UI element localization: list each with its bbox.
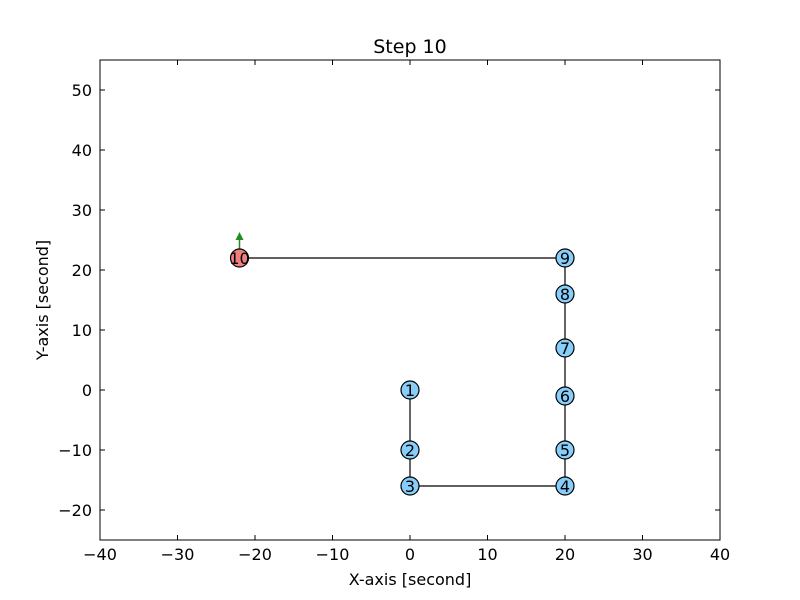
node-marker <box>555 338 575 358</box>
node-marker <box>555 440 575 460</box>
plot-frame <box>99 59 721 541</box>
node-marker <box>555 386 575 406</box>
x-tick-label: −40 <box>83 545 117 564</box>
path-line <box>239 257 566 487</box>
x-tick-label: 10 <box>477 545 497 564</box>
x-tick-label: −20 <box>238 545 272 564</box>
node-label: 5 <box>560 441 570 460</box>
x-tick-label: 30 <box>632 545 652 564</box>
node-label: 7 <box>560 339 570 358</box>
node-label: 10 <box>229 249 249 268</box>
node-9: 9 <box>555 248 575 268</box>
node-8: 8 <box>555 284 575 304</box>
node-marker <box>400 440 420 460</box>
axis-ticks: −40 −30 −20 −10 0 10 20 30 40 −20 −10 0 10 20 30 40 50 <box>58 60 730 564</box>
y-tick-label: 50 <box>72 81 92 100</box>
x-tick-label: −10 <box>316 545 350 564</box>
node-1: 1 <box>400 380 420 400</box>
x-tick-label: −30 <box>161 545 195 564</box>
node-label: 4 <box>560 477 570 496</box>
y-tick-label: −20 <box>58 501 92 520</box>
node-label: 2 <box>405 441 415 460</box>
node-marker <box>555 284 575 304</box>
y-tick-label: 30 <box>72 201 92 220</box>
node-10: 10 <box>229 248 250 268</box>
trajectory-path <box>239 257 566 487</box>
node-label: 3 <box>405 477 415 496</box>
node-marker <box>229 248 250 268</box>
node-label: 1 <box>405 381 415 400</box>
node-label: 8 <box>560 285 570 304</box>
x-axis-label: X-axis [second] <box>349 570 472 589</box>
y-axis-label: Y-axis [second] <box>33 240 52 361</box>
trajectory-nodes: 1 2 3 4 5 6 7 8 9 10 <box>229 248 575 496</box>
node-marker <box>555 248 575 268</box>
y-tick-label: 0 <box>82 381 92 400</box>
node-6: 6 <box>555 386 575 406</box>
node-3: 3 <box>400 476 420 496</box>
y-tick-label: 40 <box>72 141 92 160</box>
chart-title: Step 10 <box>373 36 446 58</box>
node-marker <box>400 380 420 400</box>
node-5: 5 <box>555 440 575 460</box>
node-marker <box>400 476 420 496</box>
y-tick-label: −10 <box>58 441 92 460</box>
node-4: 4 <box>555 476 575 496</box>
node-2: 2 <box>400 440 420 460</box>
x-tick-label: 20 <box>555 545 575 564</box>
x-tick-label: 0 <box>405 545 415 564</box>
node-label: 9 <box>560 249 570 268</box>
x-tick-label: 40 <box>710 545 730 564</box>
node-label: 6 <box>560 387 570 406</box>
node-marker <box>555 476 575 496</box>
y-tick-label: 20 <box>72 261 92 280</box>
node-7: 7 <box>555 338 575 358</box>
y-tick-label: 10 <box>72 321 92 340</box>
heading-arrow-head <box>235 232 244 240</box>
